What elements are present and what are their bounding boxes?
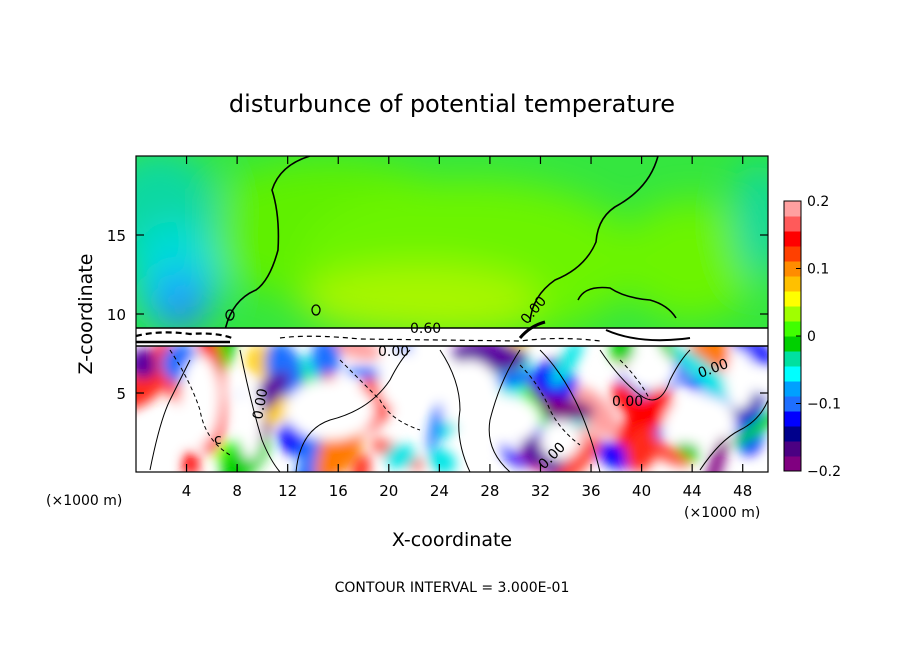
upper-contour-right [577, 286, 677, 319]
x-tick-label: 4 [182, 482, 192, 500]
x-tick-label: 16 [329, 482, 348, 500]
x-tick-label: 40 [632, 482, 651, 500]
upper-field [136, 156, 768, 328]
x-unit-left: (×1000 m) [46, 493, 122, 509]
colorbar-swatch [784, 366, 801, 382]
contour-label: 0.60 [410, 321, 441, 337]
x-unit-right: (×1000 m) [684, 505, 760, 521]
contour-label: 0.00 [612, 394, 643, 410]
y-tick-label: 15 [107, 227, 126, 245]
x-axis: 4 8 12 16 20 24 28 32 36 40 44 48 [182, 156, 752, 500]
contour-label: c [214, 432, 222, 448]
x-axis-label: X-coordinate [392, 529, 512, 551]
x-tick-label: 48 [733, 482, 752, 500]
colorbar-swatch [784, 276, 801, 292]
x-tick-label: 24 [430, 482, 449, 500]
colorbar-swatch [784, 441, 801, 457]
colorbar-tick-label: −0.1 [807, 397, 841, 413]
contour-label: 0.00 [250, 387, 271, 420]
colorbar-swatch [784, 336, 801, 352]
y-axis: 5 10 15 [107, 227, 768, 403]
colorbar-tick-label: 0 [807, 329, 816, 345]
colorbar-swatch [784, 381, 801, 397]
colorbar-tick-label: 0.2 [807, 194, 829, 210]
x-tick-label: 44 [683, 482, 702, 500]
colorbar-swatch [784, 216, 801, 232]
colorbar-swatch [784, 246, 801, 262]
chart-title: disturbunce of potential temperature [229, 90, 675, 118]
x-tick-label: 36 [581, 482, 600, 500]
colorbar-swatch [784, 411, 801, 427]
colorbar-swatch [784, 321, 801, 337]
x-tick-label: 20 [379, 482, 398, 500]
y-axis-label: Z-coordinate [75, 254, 97, 375]
colorbar-tick-label: 0.1 [807, 262, 829, 278]
contour-interval-note: CONTOUR INTERVAL = 3.000E-01 [335, 580, 570, 596]
lower-field [136, 346, 768, 472]
colorbar-swatch [784, 426, 801, 442]
contour-label: 0.00 [378, 344, 409, 360]
x-tick-label: 28 [480, 482, 499, 500]
x-tick-label: 8 [232, 482, 242, 500]
colorbar-tick-label: −0.2 [807, 464, 841, 480]
colorbar-swatch [784, 231, 801, 247]
colorbar-swatch [784, 351, 801, 367]
y-tick-label: 5 [116, 385, 126, 403]
inversion-band [135, 320, 768, 347]
colorbar-swatch [784, 396, 801, 412]
colorbar-swatch [784, 261, 801, 277]
colorbar-swatch [784, 201, 801, 217]
x-tick-label: 32 [531, 482, 550, 500]
colorbar-swatch [784, 456, 801, 472]
x-tick-label: 12 [278, 482, 297, 500]
y-tick-label: 10 [107, 306, 126, 324]
colorbar: 0.2 0.1 0 −0.1 −0.2 [783, 194, 841, 480]
colorbar-swatch [784, 291, 801, 307]
upper-zero-contour [224, 156, 659, 328]
colorbar-swatch [784, 306, 801, 322]
